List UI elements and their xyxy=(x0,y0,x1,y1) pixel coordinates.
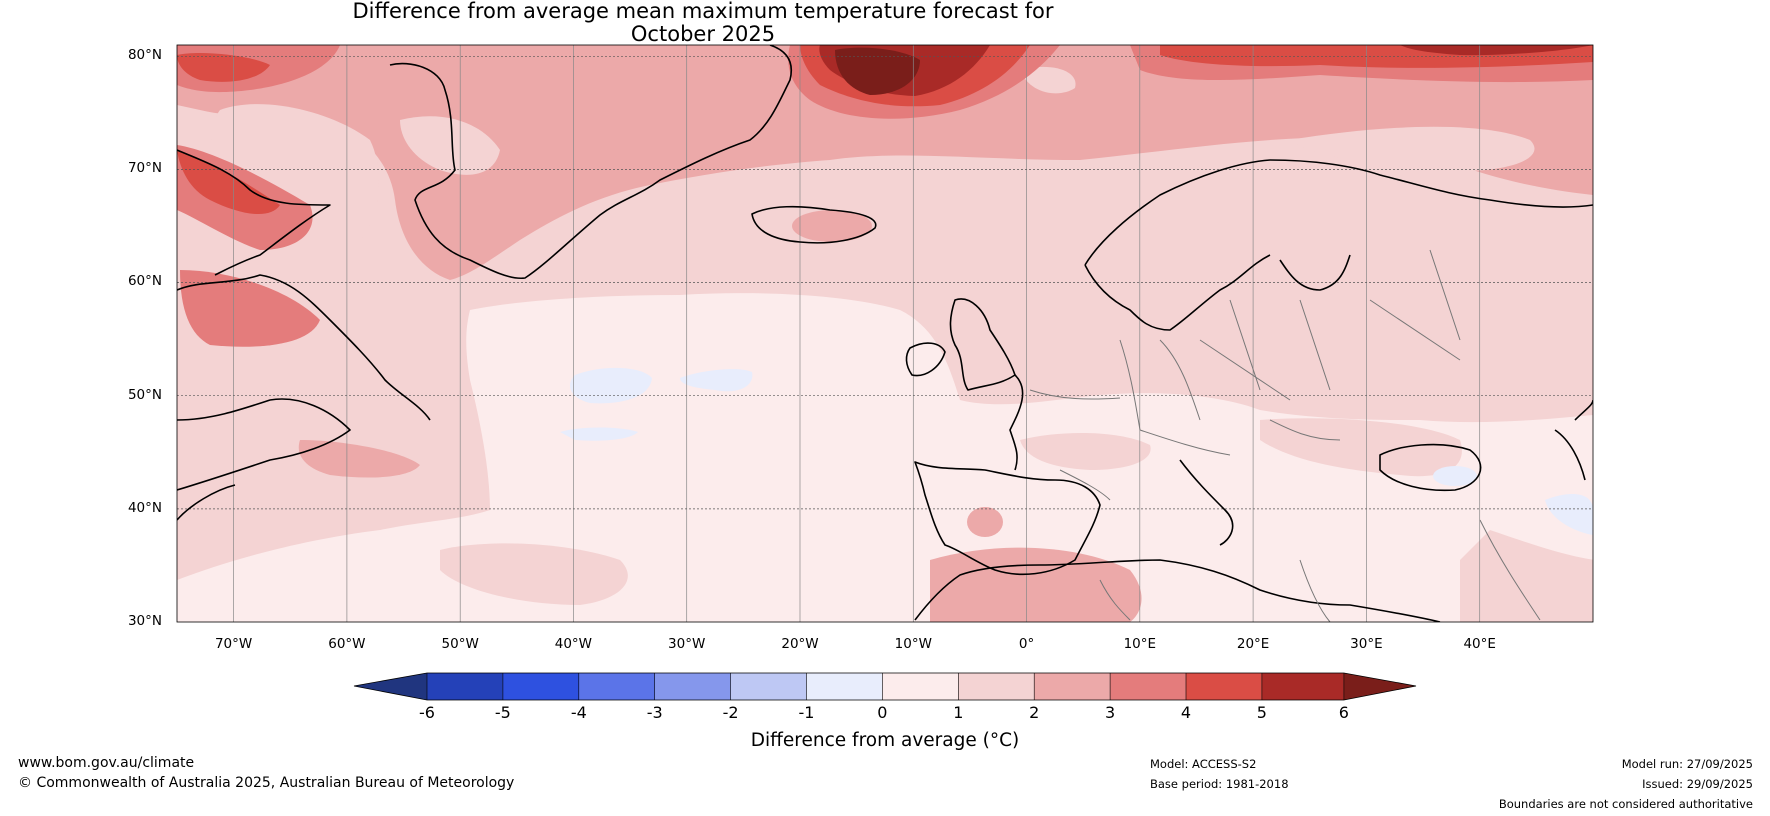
anomaly-spot-2-3 xyxy=(967,507,1003,537)
colorbar-segment xyxy=(1034,673,1111,700)
borders xyxy=(1029,249,1541,622)
issued-text: Issued: 29/09/2025 xyxy=(1642,777,1753,791)
anomaly-patch-1-2 xyxy=(1290,126,1535,171)
colorbar-tick: 5 xyxy=(1256,703,1267,722)
coastlines xyxy=(177,45,1593,622)
anomaly-patch-1-2 xyxy=(440,543,628,605)
colorbar-tick: -6 xyxy=(419,703,435,722)
model-run-text: Model run: 27/09/2025 xyxy=(1621,757,1753,771)
colorbar-segment xyxy=(1261,673,1344,700)
colorbar-tick: 4 xyxy=(1180,703,1192,722)
colorbar-segment xyxy=(427,673,503,700)
title-line-1: Difference from average mean maximum tem… xyxy=(352,0,1054,23)
lon-label: 50°W xyxy=(441,636,479,652)
colorbar-segment xyxy=(1186,673,1262,700)
lat-label: 40°N xyxy=(127,500,162,516)
anomaly-band-5-6 xyxy=(1400,45,1593,56)
anomaly-patch-neg-1-0 xyxy=(560,427,638,441)
disclaimer-text: Boundaries are not considered authoritat… xyxy=(1498,797,1753,811)
chart-title: Difference from average mean maximum tem… xyxy=(0,0,1406,46)
anomaly-patch-2-3 xyxy=(930,547,1142,622)
anomaly-band-4-5 xyxy=(177,53,270,82)
anomaly-band-4-5 xyxy=(177,150,280,215)
lat-label: 50°N xyxy=(127,387,162,403)
colorbar-tick: -5 xyxy=(494,703,511,722)
colorbar-label: Difference from average (°C) xyxy=(750,730,1020,751)
anomaly-patch-1-2 xyxy=(1260,418,1462,477)
colorbar-segment xyxy=(578,673,655,700)
colorbar-extend-high xyxy=(1343,673,1416,700)
anomaly-band-0-1 xyxy=(177,293,1593,622)
anomaly-patch-neg-1-0 xyxy=(680,369,753,392)
anomaly-patch-1-2 xyxy=(1020,433,1151,470)
lon-label: 20°E xyxy=(1236,636,1270,652)
anomaly-patch-1-2 xyxy=(400,116,500,175)
anomaly-spot-2-3 xyxy=(792,210,872,242)
colorbar-segment xyxy=(882,673,959,700)
colorbar-tick: 3 xyxy=(1105,703,1116,722)
base-period-text: Base period: 1981-2018 xyxy=(1150,777,1289,791)
colorbar-tick: -4 xyxy=(570,703,587,722)
colorbar-segment xyxy=(730,673,807,700)
anomaly-patch-2-3 xyxy=(298,440,420,478)
lon-label: 40°W xyxy=(554,636,593,652)
anomaly-band-3-4 xyxy=(180,270,320,347)
colorbar-segment xyxy=(1110,673,1186,700)
lon-label: 20°W xyxy=(781,636,819,652)
anomaly-patch-1-2 xyxy=(1020,66,1076,94)
copyright-text: © Commonwealth of Australia 2025, Austra… xyxy=(18,775,515,791)
lat-label: 60°N xyxy=(127,273,162,289)
anomaly-band-2-3-north xyxy=(177,45,1593,280)
lat-label: 70°N xyxy=(127,160,162,176)
colorbar-extend-low xyxy=(354,673,427,700)
lon-label: 60°W xyxy=(328,636,366,652)
model-text: Model: ACCESS-S2 xyxy=(1150,757,1257,771)
colorbar-tick: 6 xyxy=(1338,703,1349,722)
colorbar xyxy=(353,672,1417,701)
map-field xyxy=(177,45,1593,622)
graticule xyxy=(233,45,1481,622)
colorbar-segment xyxy=(654,673,731,700)
colorbar-segment xyxy=(502,673,579,700)
lon-label: 40°E xyxy=(1463,636,1496,652)
anomaly-band-gt6 xyxy=(835,47,920,95)
lon-label: 30°E xyxy=(1350,636,1383,652)
lat-label: 80°N xyxy=(127,47,162,63)
lon-label: 10°E xyxy=(1123,636,1157,652)
website-link[interactable]: www.bom.gov.au/climate xyxy=(18,755,195,771)
lon-label: 70°W xyxy=(214,636,253,652)
colorbar-tick: -3 xyxy=(646,703,663,722)
title-line-2: October 2025 xyxy=(630,22,776,46)
colorbar-tick: -1 xyxy=(798,703,815,722)
anomaly-patch-neg-1-0 xyxy=(1545,494,1593,535)
lon-label: 30°W xyxy=(668,636,706,652)
lon-label: 10°W xyxy=(894,636,932,652)
colorbar-tick: 1 xyxy=(953,703,964,722)
anomaly-patch-neg-1-0 xyxy=(1433,466,1477,486)
anomaly-patch-neg-1-0 xyxy=(570,367,652,404)
colorbar-tick: -2 xyxy=(722,703,739,722)
colorbar-segment xyxy=(806,673,883,700)
colorbar-segment xyxy=(958,673,1035,700)
map-frame xyxy=(176,44,1594,623)
colorbar-tick: 2 xyxy=(1029,703,1040,722)
lon-label: 0° xyxy=(1018,636,1035,652)
lat-label: 30°N xyxy=(127,613,162,629)
colorbar-tick: 0 xyxy=(877,703,888,722)
anomaly-patch-1-2 xyxy=(1460,530,1593,622)
